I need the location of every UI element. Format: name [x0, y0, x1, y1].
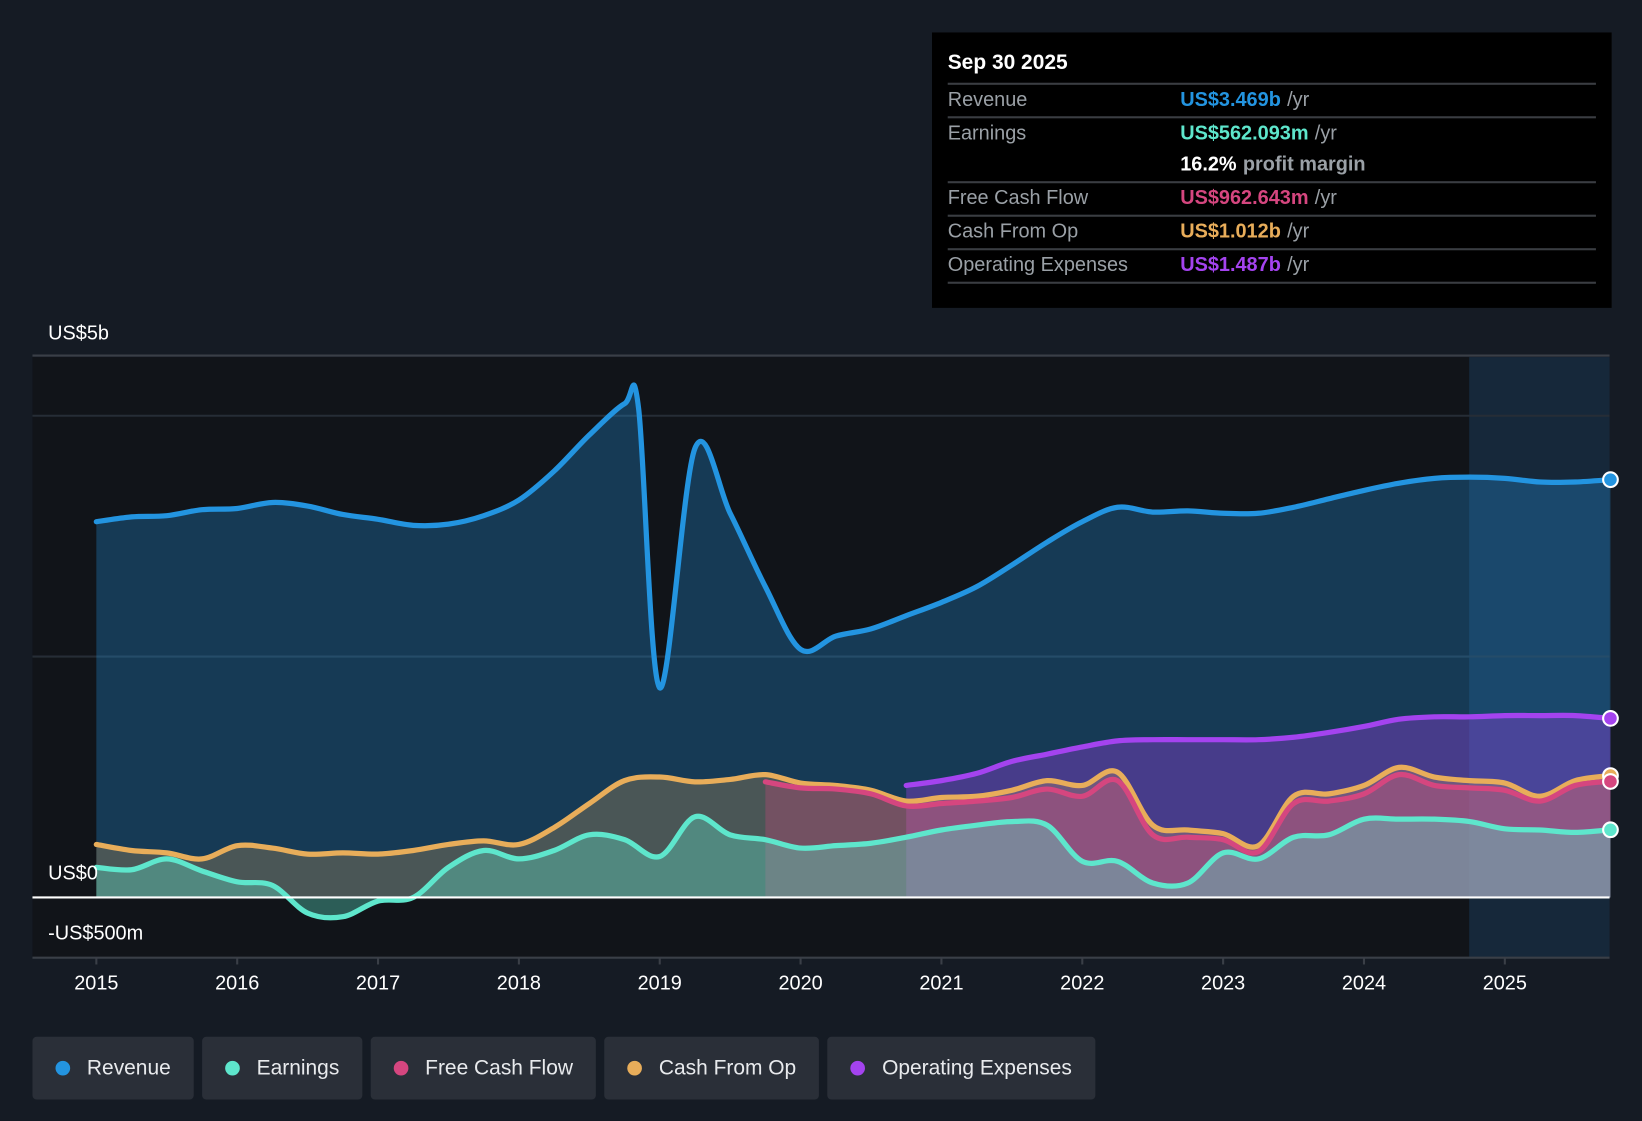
operating-expenses-area	[906, 715, 1611, 898]
legend-dot-icon	[55, 1060, 71, 1076]
earnings-line	[93, 813, 1614, 921]
earnings-area	[96, 816, 1611, 918]
y-label-zero: US$0	[48, 863, 98, 885]
tooltip-row-revenue: Revenue US$3.469b/yr	[947, 85, 1596, 119]
legend-dot-icon	[225, 1060, 240, 1076]
legend-label: Earnings	[256, 1056, 340, 1080]
tooltip-unit: /yr	[1314, 122, 1337, 145]
x-tick-label: 2025	[1483, 973, 1527, 995]
legend-item-earnings[interactable]: Earnings	[202, 1036, 363, 1100]
operating-expenses-line	[903, 712, 1614, 789]
legend-item-operating-expenses[interactable]: Operating Expenses	[827, 1036, 1095, 1100]
x-tick-label: 2021	[919, 973, 963, 995]
operating-expenses-end-point[interactable]	[1602, 709, 1619, 727]
tooltip-value: US$562.093m	[1180, 122, 1309, 145]
cash-from-op-area	[96, 767, 1611, 898]
tooltip: Sep 30 2025 Revenue US$3.469b/yr Earnings…	[932, 32, 1612, 308]
tooltip-value: 16.2%	[1180, 153, 1237, 176]
revenue-line	[93, 382, 1614, 691]
tooltip-date: Sep 30 2025	[947, 49, 1596, 85]
tooltip-row-margin: 16.2% profit margin	[947, 150, 1596, 184]
tooltip-label: Earnings	[947, 122, 1027, 145]
x-tick-label: 2018	[497, 973, 541, 995]
legend-label: Revenue	[86, 1056, 171, 1080]
free-cash-flow-area	[765, 774, 1611, 898]
x-tick-label: 2015	[74, 973, 118, 995]
revenue-end-point[interactable]	[1602, 471, 1619, 489]
legend-label: Cash From Op	[658, 1056, 797, 1080]
y-label-bottom: -US$500m	[48, 922, 143, 944]
x-tick-label: 2023	[1201, 973, 1245, 995]
legend-label: Free Cash Flow	[425, 1056, 573, 1080]
earnings-end-point[interactable]	[1602, 821, 1619, 839]
tooltip-value: US$3.469b	[1180, 89, 1281, 112]
free-cash-flow-line	[762, 771, 1614, 856]
tooltip-value: US$1.487b	[1180, 254, 1281, 277]
y-label-top: US$5b	[48, 322, 109, 344]
tooltip-unit: /yr	[1287, 220, 1310, 243]
tooltip-value: US$1.012b	[1180, 220, 1281, 243]
x-tick-label: 2020	[778, 973, 822, 995]
tooltip-label: Free Cash Flow	[947, 187, 1089, 210]
tooltip-label: Cash From Op	[947, 220, 1079, 243]
tooltip-label: Revenue	[947, 89, 1028, 112]
legend-dot-icon	[393, 1060, 409, 1076]
tooltip-row-fcf: Free Cash Flow US$962.643m/yr	[947, 183, 1596, 217]
legend-item-cash-from-op[interactable]: Cash From Op	[604, 1036, 820, 1100]
x-tick-label: 2024	[1342, 973, 1386, 995]
tooltip-row-earnings: Earnings US$562.093m/yr	[948, 118, 1596, 149]
tooltip-label: Operating Expenses	[947, 254, 1129, 277]
x-tick-label: 2017	[356, 973, 400, 995]
tooltip-row-opex: Operating Expenses US$1.487b/yr	[947, 250, 1596, 284]
legend-item-free-cash-flow[interactable]: Free Cash Flow	[370, 1036, 597, 1100]
legend: Revenue Earnings Free Cash Flow Cash Fro…	[32, 1036, 1095, 1100]
x-tick-label: 2022	[1060, 973, 1104, 995]
legend-item-revenue[interactable]: Revenue	[32, 1036, 194, 1100]
legend-label: Operating Expenses	[882, 1056, 1072, 1080]
tooltip-unit: /yr	[1314, 187, 1337, 210]
tooltip-unit: /yr	[1287, 254, 1310, 277]
tooltip-unit: profit margin	[1242, 153, 1366, 176]
legend-dot-icon	[627, 1060, 643, 1076]
tooltip-row-cfo: Cash From Op US$1.012b/yr	[947, 217, 1596, 251]
tooltip-unit: /yr	[1287, 89, 1310, 112]
revenue-area	[96, 385, 1611, 898]
cash-from-op-line	[93, 764, 1614, 862]
legend-dot-icon	[850, 1060, 866, 1076]
tooltip-label	[948, 150, 1180, 181]
tooltip-value: US$962.643m	[1180, 187, 1309, 210]
x-tick-label: 2016	[215, 973, 259, 995]
x-tick-label: 2019	[638, 973, 682, 995]
free-cash-flow-end-point[interactable]	[1602, 773, 1619, 790]
